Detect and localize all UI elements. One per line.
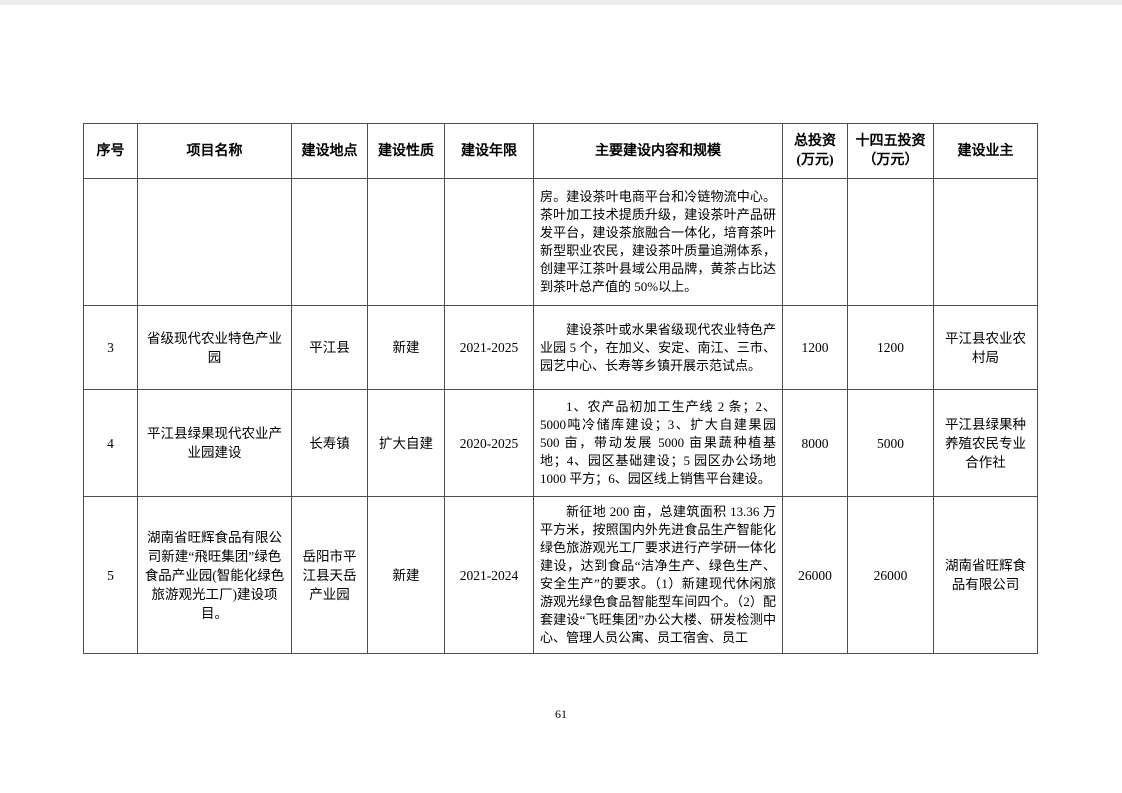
cell-period: 2020-2025 [444, 389, 534, 497]
col-header-project-name: 项目名称 [137, 123, 292, 179]
project-table: 序号 项目名称 建设地点 建设性质 建设年限 主要建设内容和规模 总投资 (万元… [83, 123, 1038, 654]
col-header-14th5-investment: 十四五投资 （万元） [847, 123, 934, 179]
content-text: 1、农产品初加工生产线 2 条；2、5000吨冷储库建设；3、扩大自建果园 50… [540, 399, 776, 486]
table-row: 房。建设茶叶电商平台和冷链物流中心。茶叶加工技术提质升级，建设茶叶产品研发平台，… [83, 178, 1038, 306]
table-row: 5 湖南省旺辉食品有限公司新建“飛旺集团”绿色食品产业园(智能化绿色旅游观光工厂… [83, 496, 1038, 654]
cell-period [444, 178, 534, 306]
cell-location: 长寿镇 [291, 389, 368, 497]
cell-total-investment: 8000 [782, 389, 848, 497]
cell-nature [367, 178, 445, 306]
cell-location: 岳阳市平江县天岳产业园 [291, 496, 368, 654]
cell-location [291, 178, 368, 306]
cell-nature: 新建 [367, 496, 445, 654]
cell-project-name [137, 178, 292, 306]
cell-owner: 平江县绿果种养殖农民专业合作社 [933, 389, 1038, 497]
table-row: 3 省级现代农业特色产业园 平江县 新建 2021-2025 建设茶叶或水果省级… [83, 305, 1038, 390]
col-header-location: 建设地点 [291, 123, 368, 179]
cell-14th5-investment [847, 178, 934, 306]
cell-period: 2021-2025 [444, 305, 534, 390]
content-text: 房。建设茶叶电商平台和冷链物流中心。茶叶加工技术提质升级，建设茶叶产品研发平台，… [540, 189, 776, 294]
cell-content: 1、农产品初加工生产线 2 条；2、5000吨冷储库建设；3、扩大自建果园 50… [533, 389, 783, 497]
col-header-content: 主要建设内容和规模 [533, 123, 783, 179]
cell-seq: 3 [83, 305, 138, 390]
page-top-edge [0, 0, 1122, 5]
cell-owner: 平江县农业农村局 [933, 305, 1038, 390]
cell-14th5-investment: 5000 [847, 389, 934, 497]
cell-content: 建设茶叶或水果省级现代农业特色产业园 5 个，在加义、安定、南江、三市、园艺中心… [533, 305, 783, 390]
cell-total-investment [782, 178, 848, 306]
table-row: 4 平江县绿果现代农业产业园建设 长寿镇 扩大自建 2020-2025 1、农产… [83, 389, 1038, 497]
cell-period: 2021-2024 [444, 496, 534, 654]
cell-nature: 新建 [367, 305, 445, 390]
cell-project-name: 省级现代农业特色产业园 [137, 305, 292, 390]
cell-project-name: 平江县绿果现代农业产业园建设 [137, 389, 292, 497]
col-header-total-investment: 总投资 (万元) [782, 123, 848, 179]
content-text: 建设茶叶或水果省级现代农业特色产业园 5 个，在加义、安定、南江、三市、园艺中心… [540, 321, 776, 373]
cell-14th5-investment: 26000 [847, 496, 934, 654]
cell-total-investment: 1200 [782, 305, 848, 390]
cell-owner: 湖南省旺辉食品有限公司 [933, 496, 1038, 654]
col-header-period: 建设年限 [444, 123, 534, 179]
cell-seq: 4 [83, 389, 138, 497]
cell-content: 房。建设茶叶电商平台和冷链物流中心。茶叶加工技术提质升级，建设茶叶产品研发平台，… [533, 178, 783, 306]
cell-seq: 5 [83, 496, 138, 654]
cell-14th5-investment: 1200 [847, 305, 934, 390]
page-number: 61 [555, 707, 567, 721]
cell-project-name: 湖南省旺辉食品有限公司新建“飛旺集团”绿色食品产业园(智能化绿色旅游观光工厂)建… [137, 496, 292, 654]
cell-total-investment: 26000 [782, 496, 848, 654]
col-header-nature: 建设性质 [367, 123, 445, 179]
col-header-seq: 序号 [83, 123, 138, 179]
cell-seq [83, 178, 138, 306]
content-text: 新征地 200 亩，总建筑面积 13.36 万平方米，按照国内外先进食品生产智能… [540, 504, 776, 645]
col-header-owner: 建设业主 [933, 123, 1038, 179]
cell-owner [933, 178, 1038, 306]
cell-location: 平江县 [291, 305, 368, 390]
table-header-row: 序号 项目名称 建设地点 建设性质 建设年限 主要建设内容和规模 总投资 (万元… [83, 123, 1038, 179]
cell-content: 新征地 200 亩，总建筑面积 13.36 万平方米，按照国内外先进食品生产智能… [533, 496, 783, 654]
cell-nature: 扩大自建 [367, 389, 445, 497]
